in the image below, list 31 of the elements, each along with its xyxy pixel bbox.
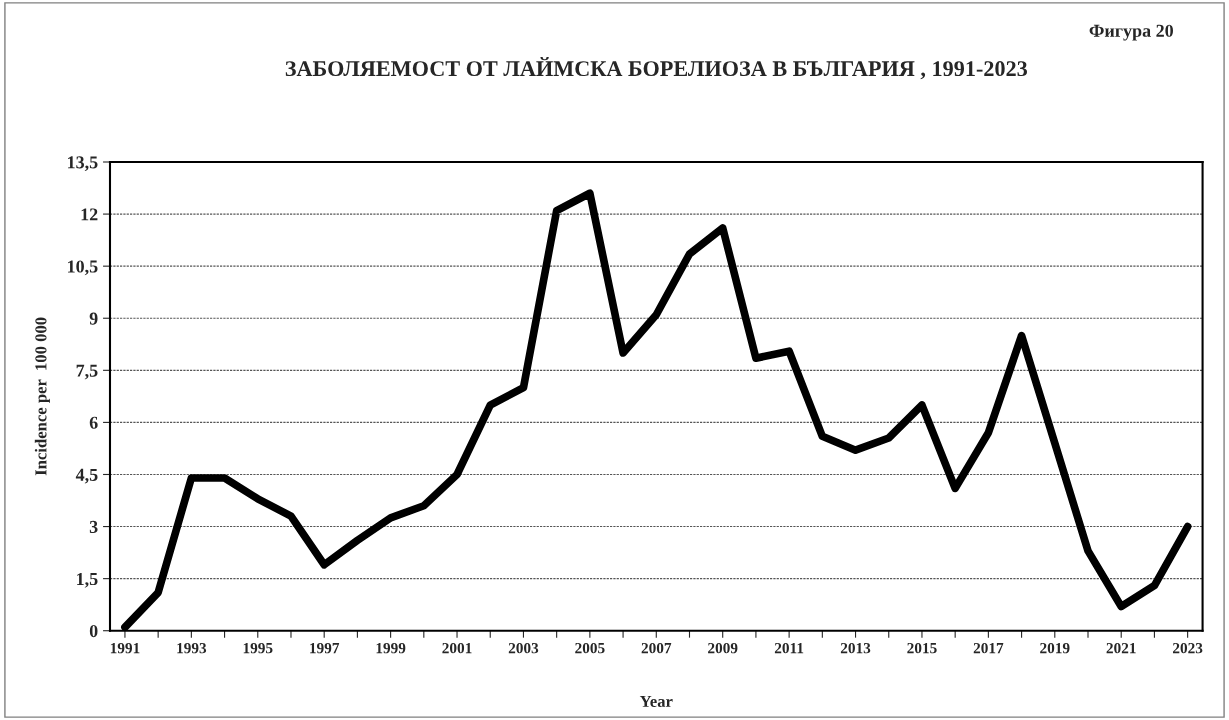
y-tick-label: 9 bbox=[89, 312, 98, 325]
x-tick-label: 2007 bbox=[641, 642, 672, 654]
x-tick-label: 1997 bbox=[310, 643, 340, 654]
text: Фигура 20 bbox=[1089, 24, 1174, 41]
x-tick-label: 2005 bbox=[575, 642, 605, 654]
y-axis-title: Incidence per 100 000 bbox=[34, 317, 50, 476]
x-tick-label: 1995 bbox=[243, 643, 273, 654]
x-tick-label: 2009 bbox=[708, 642, 738, 654]
x-tick-label: 1993 bbox=[177, 643, 207, 654]
y-tick-label: 1,5 bbox=[77, 572, 98, 588]
x-tick-label: 2013 bbox=[840, 642, 871, 654]
x-tick-label: 2017 bbox=[973, 642, 1004, 654]
x-tick-label: 2011 bbox=[774, 642, 804, 654]
y-tick-label: 6 bbox=[89, 416, 98, 429]
x-axis-title: Year bbox=[639, 695, 673, 707]
y-tick-label: 13,5 bbox=[68, 156, 98, 172]
y-tick-label: 4,5 bbox=[75, 468, 98, 484]
x-tick-label: 2021 bbox=[1106, 642, 1136, 654]
y-tick-label: 3 bbox=[89, 520, 98, 533]
x-tick-label: 2019 bbox=[1040, 642, 1070, 654]
x-tick-label: 2023 bbox=[1173, 642, 1203, 654]
x-tick-label: 2003 bbox=[508, 642, 539, 654]
x-tick-label: 1999 bbox=[376, 643, 406, 654]
y-tick-label: 7,5 bbox=[76, 364, 98, 380]
y-tick-label: 12 bbox=[81, 208, 98, 221]
x-tick-label: 2015 bbox=[907, 642, 937, 654]
x-tick-label: 2001 bbox=[442, 642, 472, 654]
chart-title: ЗАБОЛЯЕМОСТ ОТ ЛАЙМСКА БОРЕЛИОЗА В БЪЛГАРИЯ , 1991-2023 bbox=[285, 57, 1028, 80]
y-tick-label: 0 bbox=[89, 624, 98, 638]
y-tick-label: 10,5 bbox=[68, 260, 98, 276]
x-tick-label: 1991 bbox=[110, 643, 140, 654]
